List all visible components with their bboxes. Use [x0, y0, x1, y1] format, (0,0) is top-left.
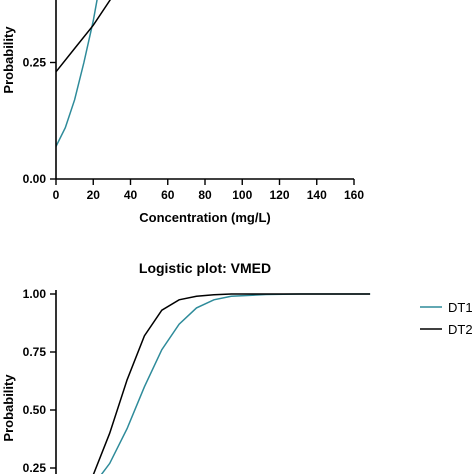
bottom-chart-title: Logistic plot: VMED — [139, 260, 271, 276]
legend-label-dt2: DT2 — [448, 322, 473, 337]
top-y-tick-label: 0.25 — [23, 56, 47, 70]
bottom-series-group — [92, 293, 371, 474]
top-x-axis-title: Concentration (mg/L) — [139, 210, 270, 225]
top-x-tick-label: 60 — [161, 188, 175, 202]
bottom-y-ticks: 0.25 0.50 0.75 1.00 — [23, 287, 56, 474]
top-x-tick-label: 0 — [53, 188, 60, 202]
top-x-tick-label: 80 — [198, 188, 212, 202]
bottom-chart-curves — [92, 293, 371, 474]
top-x-tick-label: 100 — [232, 188, 252, 202]
top-chart-curves — [55, 0, 112, 147]
top-x-tick-label: 40 — [124, 188, 138, 202]
bottom-y-tick-label: 1.00 — [23, 287, 47, 301]
bottom-series-line-2 — [92, 293, 371, 474]
top-series-line-1 — [55, 0, 98, 147]
top-x-ticks: 0 20 40 60 80 100 120 140 160 — [53, 179, 364, 202]
legend-label-dt1: DT1 — [448, 300, 473, 315]
bottom-y-axis-title: Probability — [1, 374, 16, 442]
bottom-y-tick-label: 0.25 — [23, 461, 47, 474]
bottom-series-line-1 — [100, 293, 371, 474]
bottom-chart: Logistic plot: VMED 0.25 0.50 0.75 1.00 Pro… — [1, 260, 473, 474]
top-x-tick-label: 160 — [344, 188, 364, 202]
top-y-ticks: 0.000.250.500.75 — [23, 56, 56, 186]
top-x-tick-label: 20 — [87, 188, 101, 202]
top-x-tick-label: 140 — [307, 188, 327, 202]
top-y-axis-title: Probability — [1, 26, 16, 94]
bottom-y-tick-label: 0.50 — [23, 403, 47, 417]
top-y-tick-label: 0.00 — [23, 172, 47, 186]
top-x-tick-label: 120 — [269, 188, 289, 202]
bottom-y-tick-label: 0.75 — [23, 345, 47, 359]
top-series-line-2 — [55, 0, 112, 73]
